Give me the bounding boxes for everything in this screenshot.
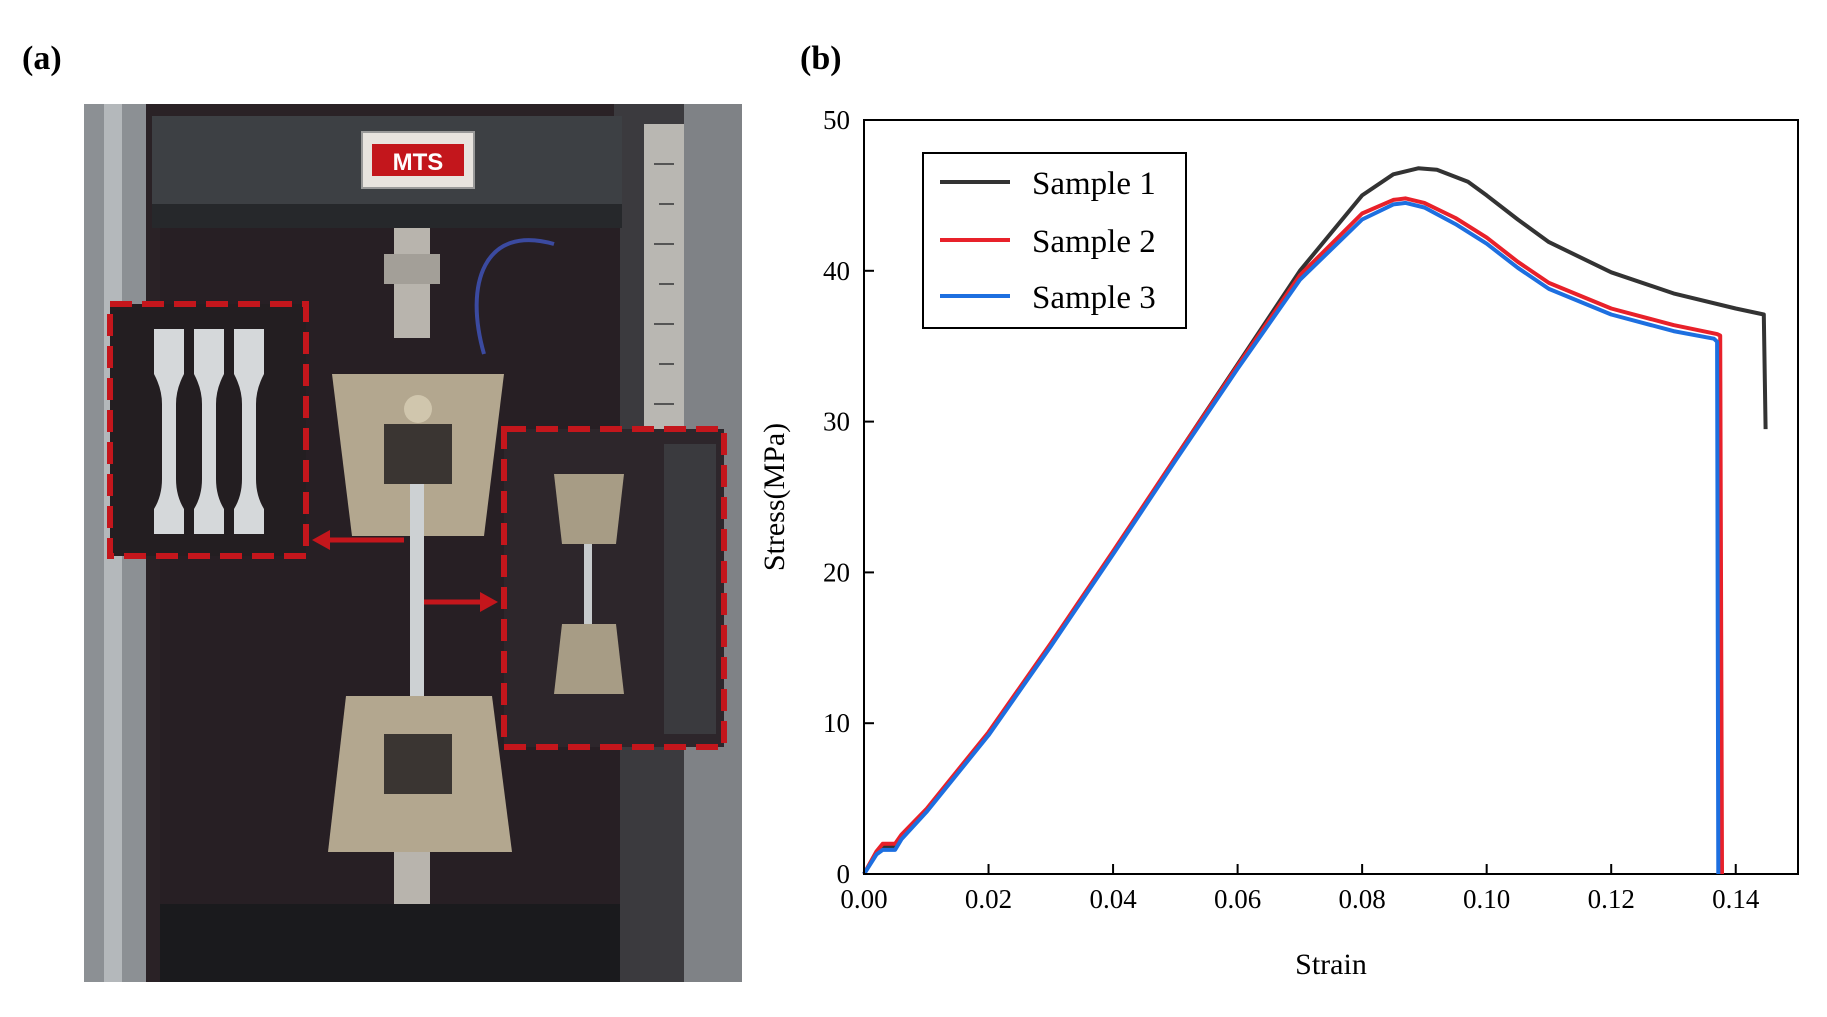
legend-label-sample-3: Sample 3 (1032, 280, 1156, 316)
y-axis: 0 10 20 30 40 50 (823, 105, 874, 889)
x-axis-title: Strain (1295, 948, 1367, 981)
legend-label-sample-1: Sample 1 (1032, 166, 1156, 202)
machine-logo-text: MTS (393, 149, 444, 176)
x-tick-label: 0.04 (1089, 884, 1137, 914)
y-tick-label: 40 (823, 256, 850, 286)
x-axis: 0.00 0.02 0.04 0.06 0.08 0.10 0.12 0.14 (840, 864, 1760, 914)
y-axis-title: Stress(MPa) (760, 423, 791, 571)
panel-label-b: (b) (800, 40, 842, 77)
series-line-sample-2 (862, 196, 1724, 875)
x-tick-label: 0.06 (1214, 884, 1261, 914)
x-tick-label: 0.02 (965, 884, 1012, 914)
tensile-machine-photo: MTS (84, 104, 742, 982)
y-tick-label: 50 (823, 105, 850, 135)
x-tick-label: 0.14 (1712, 884, 1760, 914)
y-tick-label: 10 (823, 708, 850, 738)
plot-frame (863, 119, 1799, 875)
chart-legend: Sample 1 Sample 2 Sample 3 (922, 152, 1187, 329)
stress-strain-chart: 0.00 0.02 0.04 0.06 0.08 0.10 0.12 0.14 0 10 20 30… (760, 105, 1799, 981)
series-lines (862, 166, 1768, 876)
legend-label-sample-2: Sample 2 (1032, 224, 1156, 260)
x-tick-label: 0.08 (1339, 884, 1386, 914)
series-line-sample-3 (862, 200, 1721, 876)
x-tick-label: 0.00 (840, 884, 887, 914)
y-tick-label: 20 (823, 557, 850, 587)
x-tick-label: 0.10 (1463, 884, 1510, 914)
panel-label-a: (a) (22, 40, 62, 77)
y-tick-label: 0 (837, 859, 851, 889)
x-tick-label: 0.12 (1588, 884, 1635, 914)
y-tick-label: 30 (823, 407, 850, 437)
